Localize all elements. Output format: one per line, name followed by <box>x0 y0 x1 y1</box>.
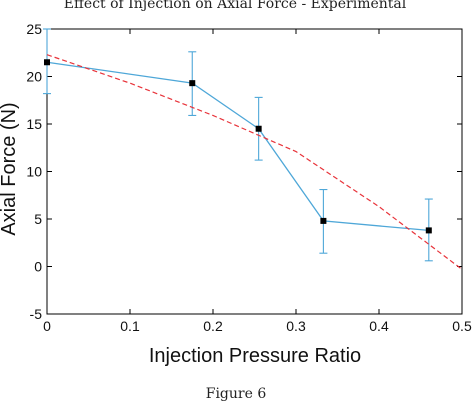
y-tick-label: 0 <box>34 259 42 275</box>
figure-caption: Figure 6 <box>206 386 267 402</box>
x-tick-label: 0.2 <box>203 318 223 334</box>
data-point <box>255 125 262 132</box>
x-tick-label: 0.4 <box>369 318 389 334</box>
y-tick-label: 10 <box>26 164 42 180</box>
x-tick-label: 0.3 <box>286 318 306 334</box>
measured-line <box>46 61 429 232</box>
y-tick-label: -5 <box>30 306 43 322</box>
x-tick-label: 0 <box>43 318 51 334</box>
x-axis-label: Injection Pressure Ratio <box>149 345 361 367</box>
x-tick-label: 0.1 <box>120 318 140 334</box>
data-point <box>320 217 327 224</box>
y-tick-label: 15 <box>26 116 42 132</box>
data-point <box>425 227 432 234</box>
chart-title: Effect of Injection on Axial Force - Exp… <box>64 0 407 12</box>
y-tick-label: 25 <box>26 21 42 37</box>
x-tick-label: 0.5 <box>452 318 472 334</box>
fit-line <box>46 54 463 270</box>
y-axis-label: Axial Force (N) <box>0 102 20 235</box>
y-tick-label: 20 <box>26 69 42 85</box>
data-point <box>189 80 196 87</box>
data-point <box>44 59 50 66</box>
y-tick-label: 5 <box>34 211 42 227</box>
